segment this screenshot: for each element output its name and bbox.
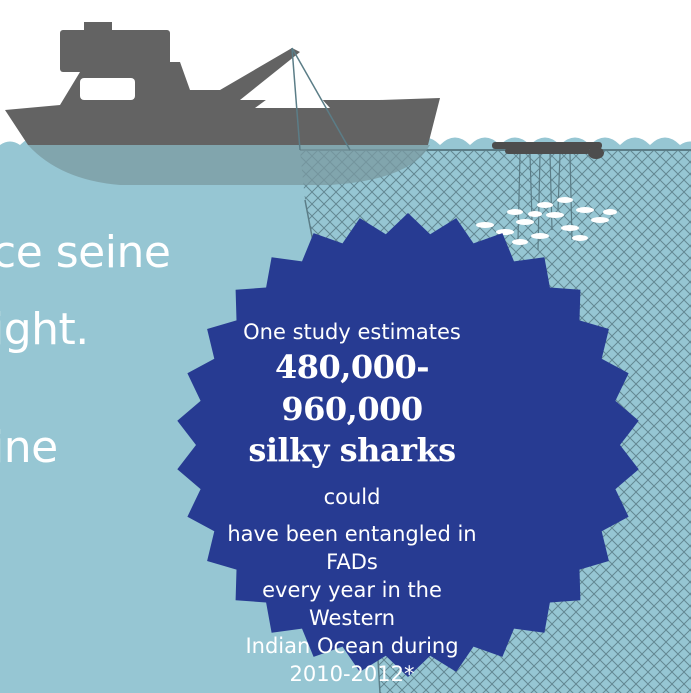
badge-line-5: every year in the Western [262,578,442,630]
badge-range: 480,000-960,000 [274,348,430,428]
boat-shadow [28,145,430,185]
badge-species: silky sharks [248,431,456,469]
badge-line-4: have been entangled in FADs [227,522,477,574]
window-icon [80,78,135,100]
badge-line-7: 2010-2012* [289,662,415,686]
badge-intro: One study estimates [243,320,461,344]
purse-seine-vessel-icon [5,22,440,151]
badge-species-tail: could [323,485,381,509]
body-text-line-2: ight. [0,304,89,355]
body-text-line-3: ine [0,422,58,473]
badge-text: One study estimates 480,000-960,000 silk… [222,318,482,688]
starburst-badge [177,213,639,677]
badge-line-6: Indian Ocean during [245,634,459,658]
badge-species-line: silky sharks could [222,430,482,520]
body-text-line-1: ce seine [0,227,171,278]
